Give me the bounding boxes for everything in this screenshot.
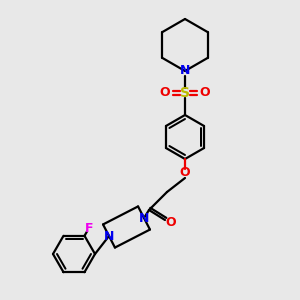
Text: N: N bbox=[104, 230, 114, 242]
Text: O: O bbox=[200, 86, 210, 100]
Text: O: O bbox=[166, 215, 176, 229]
Text: O: O bbox=[160, 86, 170, 100]
Text: N: N bbox=[139, 212, 149, 224]
Text: N: N bbox=[180, 64, 190, 77]
Text: S: S bbox=[180, 86, 190, 100]
Text: O: O bbox=[180, 167, 190, 179]
Text: F: F bbox=[85, 221, 93, 235]
